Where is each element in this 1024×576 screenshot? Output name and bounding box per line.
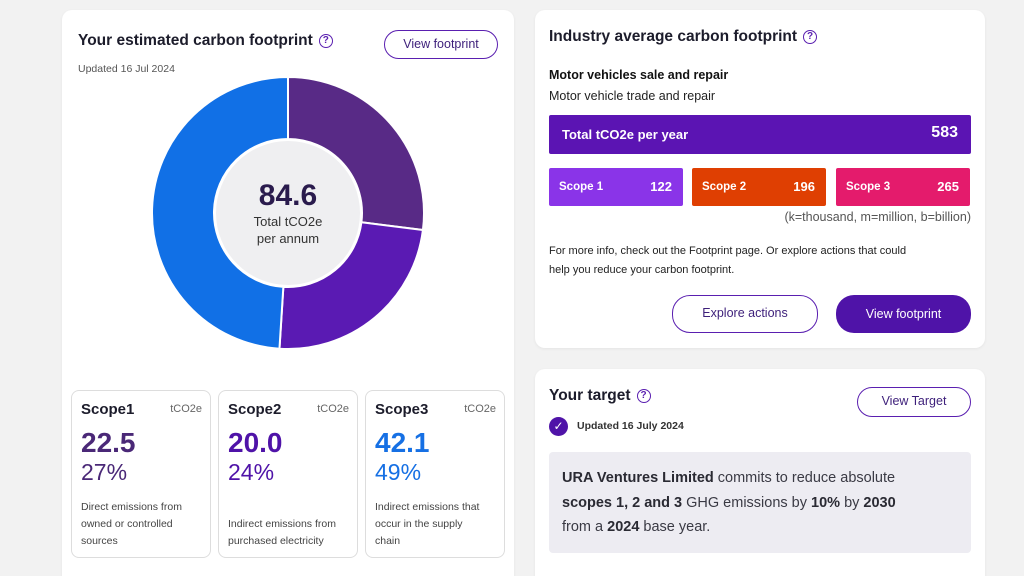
footprint-card: Your estimated carbon footprint ? View f… — [62, 10, 514, 576]
check-icon: ✓ — [549, 417, 568, 436]
scope1-desc-line: sources — [81, 535, 118, 547]
help-icon[interactable]: ? — [803, 30, 818, 44]
industry-scope2-label: Scope 2 — [702, 181, 747, 193]
total-footprint-unit: Total tCO2e — [253, 214, 323, 229]
industry-info-text: For more info, check out the Footprint p… — [549, 242, 906, 280]
donut-segment-scope2 — [278, 221, 425, 350]
scope2-unit: tCO2e — [317, 403, 349, 415]
scope1-name: Scope1 — [81, 401, 135, 418]
industry-scope3-chip: Scope 3 265 — [836, 168, 970, 206]
industry-title: Industry average carbon footprint — [549, 28, 798, 45]
commitment-text: from a — [562, 519, 608, 535]
commitment-text: base year. — [639, 519, 711, 535]
scope1-desc-line: owned or controlled — [81, 518, 173, 530]
scope3-unit: tCO2e — [464, 403, 496, 415]
scope3-card: Scope3 tCO2e 42.1 49% Indirect emissions… — [365, 390, 505, 558]
scope1-description: Direct emissions from owned or controlle… — [81, 499, 207, 550]
scope2-card: Scope2 tCO2e 20.0 24% Indirect emissions… — [218, 390, 358, 558]
scope1-desc-line: Direct emissions from — [81, 501, 182, 513]
scope3-percent: 49% — [375, 459, 422, 485]
industry-scope1-chip: Scope 1 122 — [549, 168, 683, 206]
footprint-donut-chart — [151, 76, 425, 350]
industry-average-card: Industry average carbon footprint ? Moto… — [535, 10, 985, 348]
help-icon[interactable]: ? — [636, 389, 651, 403]
scope2-value: 20.0 — [228, 427, 283, 458]
target-commitment-text: URA Ventures Limited commits to reduce a… — [549, 452, 971, 553]
target-title-row: Your target ? — [549, 387, 651, 405]
target-title: Your target — [549, 387, 631, 404]
total-footprint-period: per annum — [256, 231, 320, 246]
scope2-desc-line: purchased electricity — [228, 535, 324, 547]
footprint-title-row: Your estimated carbon footprint ? — [78, 32, 333, 50]
target-updated-date: Updated 16 July 2024 — [577, 420, 684, 432]
base-year: 2024 — [607, 519, 640, 535]
industry-subsector: Motor vehicle trade and repair — [549, 89, 716, 103]
target-card: Your target ? View Target ✓ Updated 16 J… — [535, 369, 985, 576]
scope2-percent: 24% — [228, 459, 275, 485]
scope2-desc-line: Indirect emissions from — [228, 518, 336, 530]
scope1-unit: tCO2e — [170, 403, 202, 415]
help-icon[interactable]: ? — [318, 34, 333, 48]
scope2-name: Scope2 — [228, 401, 282, 418]
commitment-text: by — [840, 494, 864, 511]
industry-scope2-chip: Scope 2 196 — [692, 168, 826, 206]
donut-segment-scope1 — [287, 76, 425, 232]
footprint-updated-date: Updated 16 Jul 2024 — [78, 63, 175, 75]
donut-segment-scope3 — [151, 76, 289, 350]
industry-info-line: help you reduce your carbon footprint. — [549, 264, 735, 276]
industry-title-row: Industry average carbon footprint ? — [549, 28, 818, 46]
footprint-title: Your estimated carbon footprint — [78, 32, 313, 49]
scope3-desc-line: Indirect emissions that — [375, 501, 480, 513]
donut-hole — [216, 141, 360, 285]
target-scopes: scopes 1, 2 and 3 — [562, 494, 683, 511]
industry-total-label: Total tCO2e per year — [562, 127, 689, 142]
company-name: URA Ventures Limited — [562, 470, 714, 486]
view-footprint-button[interactable]: View footprint — [836, 295, 971, 333]
explore-actions-button[interactable]: Explore actions — [672, 295, 818, 333]
target-year: 2030 — [863, 494, 896, 511]
units-note: (k=thousand, m=million, b=billion) — [784, 210, 971, 224]
scope1-percent: 27% — [81, 459, 128, 485]
industry-scope2-value: 196 — [793, 179, 815, 194]
industry-scope1-value: 122 — [650, 179, 672, 194]
industry-info-line: For more info, check out the Footprint p… — [549, 245, 907, 257]
view-target-button[interactable]: View Target — [857, 387, 971, 417]
industry-total-value: 583 — [931, 124, 958, 141]
scope3-desc-line: chain — [375, 535, 401, 547]
scope3-description: Indirect emissions that occur in the sup… — [375, 499, 501, 550]
total-footprint-value: 84.6 — [258, 179, 318, 212]
scope1-value: 22.5 — [81, 427, 136, 458]
scope3-name: Scope3 — [375, 401, 429, 418]
scope1-card: Scope1 tCO2e 22.5 27% Direct emissions f… — [71, 390, 211, 558]
industry-scope3-value: 265 — [937, 179, 959, 194]
commitment-text: GHG emissions by — [682, 494, 812, 511]
industry-scope1-label: Scope 1 — [559, 181, 604, 193]
view-footprint-button[interactable]: View footprint — [384, 30, 498, 59]
commitment-text: commits to reduce absolute — [713, 470, 896, 486]
reduction-percent: 10% — [811, 494, 841, 511]
scope2-description: Indirect emissions from purchased electr… — [228, 516, 354, 550]
industry-total-bar: Total tCO2e per year 583 — [549, 115, 971, 154]
industry-scope3-label: Scope 3 — [846, 181, 891, 193]
scope3-value: 42.1 — [375, 427, 430, 458]
donut-center: 84.6 Total tCO2e per annum — [151, 76, 425, 350]
industry-sector: Motor vehicles sale and repair — [549, 68, 729, 82]
scope3-desc-line: occur in the supply — [375, 518, 463, 530]
